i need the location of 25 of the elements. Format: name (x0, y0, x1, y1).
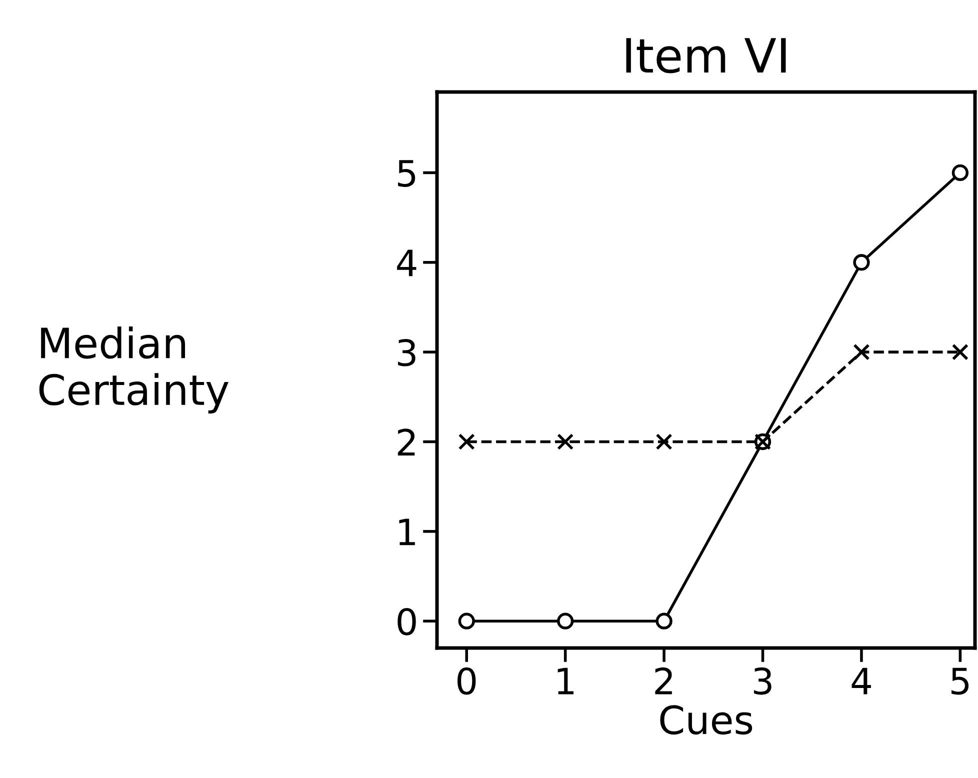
point (458, 612, 475, 630)
y-axis-title: Median Certainty (39, 326, 228, 414)
y-tick-label: 1 (399, 518, 415, 546)
chart-title: Item VI (626, 38, 786, 74)
x-tick-label: 3 (754, 667, 772, 695)
x-tick-label: 2 (655, 667, 672, 694)
point (458, 433, 475, 450)
x-axis-title: Cues (660, 705, 752, 735)
x-tick-label: 5 (951, 668, 969, 695)
x-tick-label: 4 (852, 668, 871, 694)
point (952, 164, 969, 182)
x-tick-label: 0 (458, 667, 476, 695)
y-tick-label: 3 (398, 338, 416, 366)
y-tick-label: 2 (398, 428, 415, 456)
point (656, 612, 672, 630)
y-tick-label: 5 (398, 160, 416, 187)
point (952, 344, 969, 360)
point (853, 254, 870, 271)
point (556, 433, 574, 450)
y-tick-label: 0 (398, 608, 416, 636)
point (656, 433, 672, 450)
point (556, 612, 574, 630)
point (853, 344, 870, 360)
x-tick-label: 1 (558, 668, 574, 694)
y-tick-label: 4 (397, 250, 416, 276)
